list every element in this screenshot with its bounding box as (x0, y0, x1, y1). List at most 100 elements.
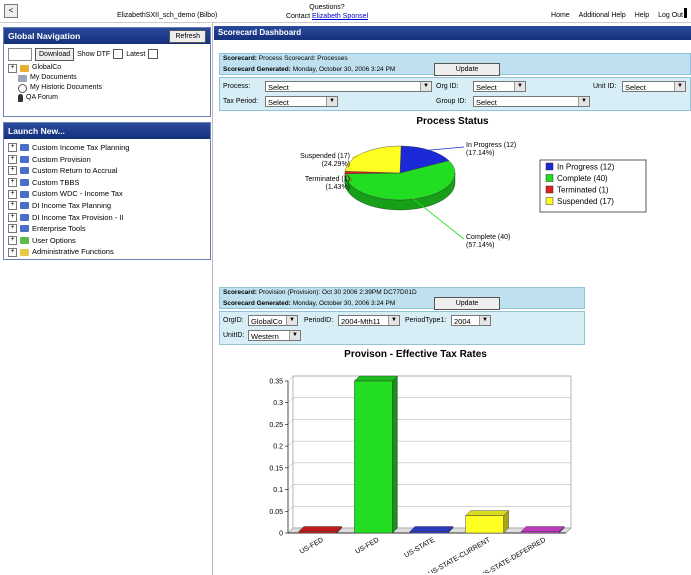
launch-item[interactable]: + Enterprise Tools (8, 223, 206, 235)
launch-new-title: Launch New... (8, 126, 65, 136)
documents-icon (18, 74, 27, 82)
period-type-select[interactable]: 2004 ▼ (451, 315, 491, 326)
expand-icon[interactable]: + (8, 247, 17, 257)
launch-item[interactable]: + Administrative Functions (8, 246, 206, 258)
download-input[interactable] (8, 47, 32, 61)
expand-icon[interactable]: + (8, 212, 17, 222)
folder-icon (20, 179, 29, 187)
expand-icon[interactable]: + (8, 154, 17, 164)
contact-link[interactable]: Elizabeth Sponsel (312, 13, 369, 20)
org-id-select-value: Select (476, 83, 497, 92)
unit-id-select-value: Western (251, 332, 279, 341)
expand-icon[interactable]: + (8, 143, 17, 153)
legend-swatch (545, 174, 554, 182)
unit-id-label: Unit ID: (593, 83, 617, 90)
scorecard-1-filters: Process: Select ▼ Org ID: Select ▼ Unit ID… (219, 77, 691, 111)
bar (298, 531, 338, 534)
scorecard-value: Provision (Provision): Oct 30 2006 2:39P… (258, 289, 417, 296)
expand-icon[interactable]: + (8, 201, 17, 211)
pie-percent-label: (57.14%) (466, 242, 494, 249)
process-label: Process: (223, 83, 251, 90)
expand-icon[interactable]: + (8, 63, 17, 73)
launch-item-label: Custom TBBS (32, 177, 80, 187)
period-id-select-value: 2004-Mth11 (341, 317, 381, 326)
launch-item[interactable]: + User Options (8, 235, 206, 247)
pie-label: Terminated (1) (305, 176, 350, 183)
legend-swatch (545, 162, 554, 171)
user-label: ElizabethSXII_sch_demo (Bilbo) (117, 12, 218, 19)
latest-checkbox[interactable] (148, 49, 159, 59)
tree-item-qa-forum[interactable]: QA Forum (18, 93, 206, 103)
launch-item[interactable]: + Custom TBBS (8, 177, 206, 189)
group-id-select[interactable]: Select ▼ (473, 96, 590, 107)
gridline-diagonal (287, 484, 294, 490)
tree-item-my-historic-documents[interactable]: My Historic Documents (18, 83, 206, 93)
period-type-select-value: 2004 (454, 317, 471, 326)
chevron-down-icon: ▼ (578, 97, 589, 106)
latest-label: Latest (126, 50, 146, 58)
show-dtf-checkbox[interactable] (113, 49, 124, 59)
launch-item[interactable]: + DI Income Tax Planning (8, 200, 206, 212)
legend-box (539, 159, 647, 213)
unit-id-select-value: Select (625, 83, 646, 92)
log-out-link[interactable]: Log Out (658, 12, 683, 19)
pie-leader-line (344, 172, 353, 182)
home-link[interactable]: Home (551, 12, 570, 19)
launch-item[interactable]: + Custom Income Tax Planning (8, 142, 206, 154)
pie-slice (344, 145, 402, 174)
expand-icon[interactable]: + (8, 236, 17, 246)
process-select[interactable]: Select ▼ (265, 81, 432, 92)
folder-icon (20, 213, 29, 221)
refresh-button[interactable]: Refresh (169, 30, 206, 43)
tree-item-label: My Documents (30, 74, 77, 81)
tree-item-my-documents[interactable]: My Documents (18, 73, 206, 83)
top-divider (0, 22, 691, 23)
expand-icon[interactable]: + (8, 178, 17, 188)
org-id-select[interactable]: Select ▼ (473, 81, 526, 92)
expand-icon[interactable]: + (8, 189, 17, 199)
pie-label: Suspended (17) (300, 153, 350, 160)
folder-icon (20, 155, 29, 163)
gridline-diagonal (287, 506, 294, 512)
launch-item[interactable]: + Custom WDC - Income Tax (8, 188, 206, 200)
bar (521, 531, 560, 534)
pie-leader-line (429, 146, 465, 151)
contact-label: Contact (285, 13, 311, 20)
bar-top (465, 510, 510, 516)
additional-help-link[interactable]: Additional Help (578, 12, 626, 19)
chevron-down-icon: ▼ (286, 316, 297, 325)
unit-id-label: UnitID: (223, 332, 245, 339)
launch-item[interactable]: + Custom Return to Accrual (8, 165, 206, 177)
pie-slice (399, 145, 450, 174)
period-id-select[interactable]: 2004-Mth11 ▼ (338, 315, 400, 326)
tree-root-globalco[interactable]: + GlobalCo (8, 63, 206, 73)
download-button[interactable]: Download (35, 47, 75, 61)
gridline-diagonal (287, 527, 294, 534)
legend-entry: Complete (40) (557, 174, 608, 183)
org-id-select[interactable]: GlobalCo ▼ (248, 315, 298, 326)
launch-item-label: Administrative Functions (32, 247, 114, 257)
bar-chart-title: Provison - Effective Tax Rates (344, 349, 487, 360)
launch-item[interactable]: + DI Income Tax Provision - II (8, 212, 206, 224)
folder-icon (20, 225, 29, 233)
legend-entry: Suspended (17) (557, 197, 614, 206)
scorecard-2-update-button[interactable]: Update (434, 297, 500, 310)
legend-entry: In Progress (12) (557, 163, 615, 172)
tax-period-select[interactable]: Select ▼ (265, 96, 338, 107)
scorecard-1-update-button[interactable]: Update (434, 63, 500, 76)
scrollbar-thumb[interactable] (684, 8, 687, 18)
launch-item[interactable]: + Custom Provision (8, 154, 206, 166)
expand-icon[interactable]: + (8, 166, 17, 176)
unit-id-select[interactable]: Western ▼ (248, 330, 301, 341)
plot-area (292, 375, 572, 529)
bar-top (409, 526, 454, 532)
launch-item-label: Custom Provision (32, 154, 91, 164)
gridline-diagonal (287, 375, 294, 382)
help-link[interactable]: Help (634, 12, 650, 19)
back-button[interactable]: < (4, 4, 18, 18)
unit-id-select[interactable]: Select ▼ (622, 81, 686, 92)
scorecard-1-name: Scorecard: Process Scorecard: Processes (223, 55, 348, 62)
expand-icon[interactable]: + (8, 224, 17, 234)
scorecard-value: Process Scorecard: Processes (258, 55, 348, 62)
scorecard-1-generated: Scorecard Generated: Monday, October 30,… (223, 66, 395, 73)
